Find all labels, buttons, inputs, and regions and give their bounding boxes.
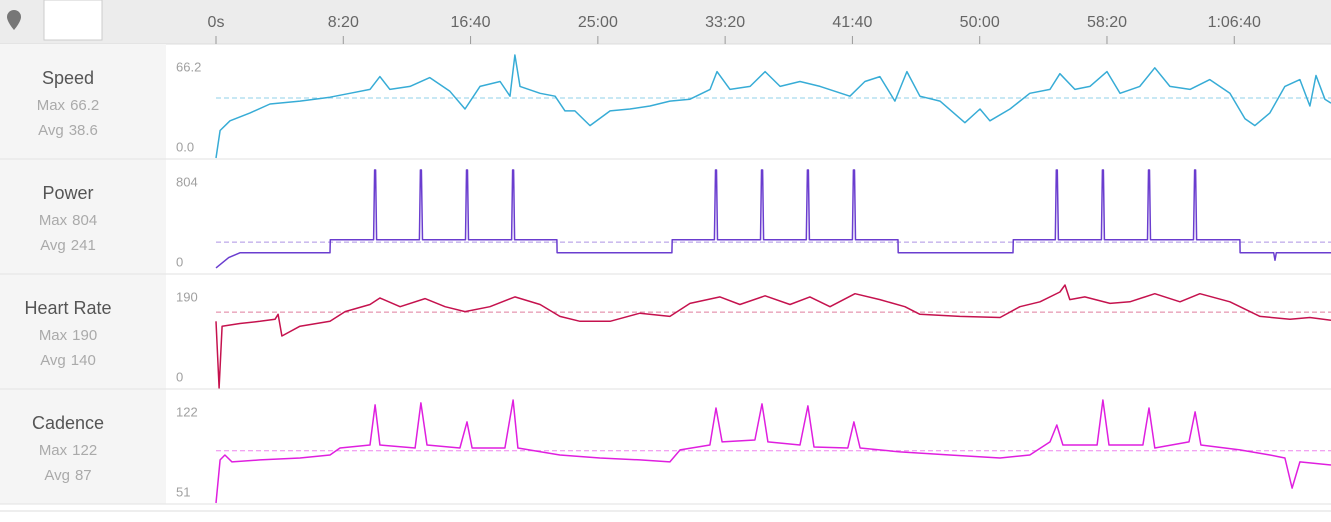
x-tick-label: 0s: [208, 14, 225, 31]
max-value: 122: [72, 442, 97, 459]
y-tick-label: 190: [176, 289, 198, 304]
y-tick-label: 804: [176, 174, 198, 189]
max-label: Max: [37, 97, 66, 114]
avg-value: 241: [71, 237, 96, 254]
max-label: Max: [39, 212, 68, 229]
max-label: Max: [39, 327, 68, 344]
max-label: Max: [39, 442, 68, 459]
panel-title: Speed: [42, 68, 94, 88]
panel-title: Power: [42, 183, 93, 203]
avg-label: Avg: [40, 237, 66, 254]
y-tick-label: 0: [176, 369, 183, 384]
avg-label: Avg: [40, 352, 66, 369]
x-tick-label: 58:20: [1087, 14, 1127, 31]
avg-value: 38.6: [69, 122, 98, 139]
avg-stat: Avg 87: [44, 467, 91, 484]
x-tick-label: 25:00: [578, 14, 618, 31]
toolbar: [0, 0, 1331, 44]
max-stat: Max 190: [39, 327, 97, 344]
x-tick-label: 50:00: [960, 14, 1000, 31]
x-tick-label: 8:20: [328, 14, 359, 31]
max-stat: Max 804: [39, 212, 97, 229]
avg-stat: Avg 38.6: [38, 122, 98, 139]
x-tick-label: 16:40: [451, 14, 491, 31]
max-stat: Max 66.2: [37, 97, 100, 114]
y-tick-label: 0.0: [176, 139, 194, 154]
y-tick-label: 51: [176, 484, 190, 499]
max-value: 804: [72, 212, 97, 229]
y-tick-label: 0: [176, 254, 183, 269]
avg-value: 140: [71, 352, 96, 369]
panel-title: Heart Rate: [24, 298, 111, 318]
avg-label: Avg: [38, 122, 64, 139]
x-tick-label: 33:20: [705, 14, 745, 31]
panel-title: Cadence: [32, 413, 104, 433]
max-stat: Max 122: [39, 442, 97, 459]
max-value: 66.2: [70, 97, 99, 114]
y-tick-label: 122: [176, 404, 198, 419]
data-line: [215, 54, 1331, 159]
max-value: 190: [72, 327, 97, 344]
data-line: [215, 169, 1331, 269]
avg-stat: Avg 140: [40, 352, 96, 369]
avg-value: 87: [75, 467, 92, 484]
avg-label: Avg: [44, 467, 70, 484]
y-tick-label: 66.2: [176, 59, 201, 74]
data-line: [215, 284, 1331, 389]
x-tick-label: 41:40: [832, 14, 872, 31]
map-pin-button[interactable]: [7, 10, 21, 30]
view-toggle[interactable]: [43, 0, 103, 41]
x-tick-label: 1:06:40: [1208, 14, 1261, 31]
avg-stat: Avg 241: [40, 237, 96, 254]
data-line: [215, 399, 1331, 504]
